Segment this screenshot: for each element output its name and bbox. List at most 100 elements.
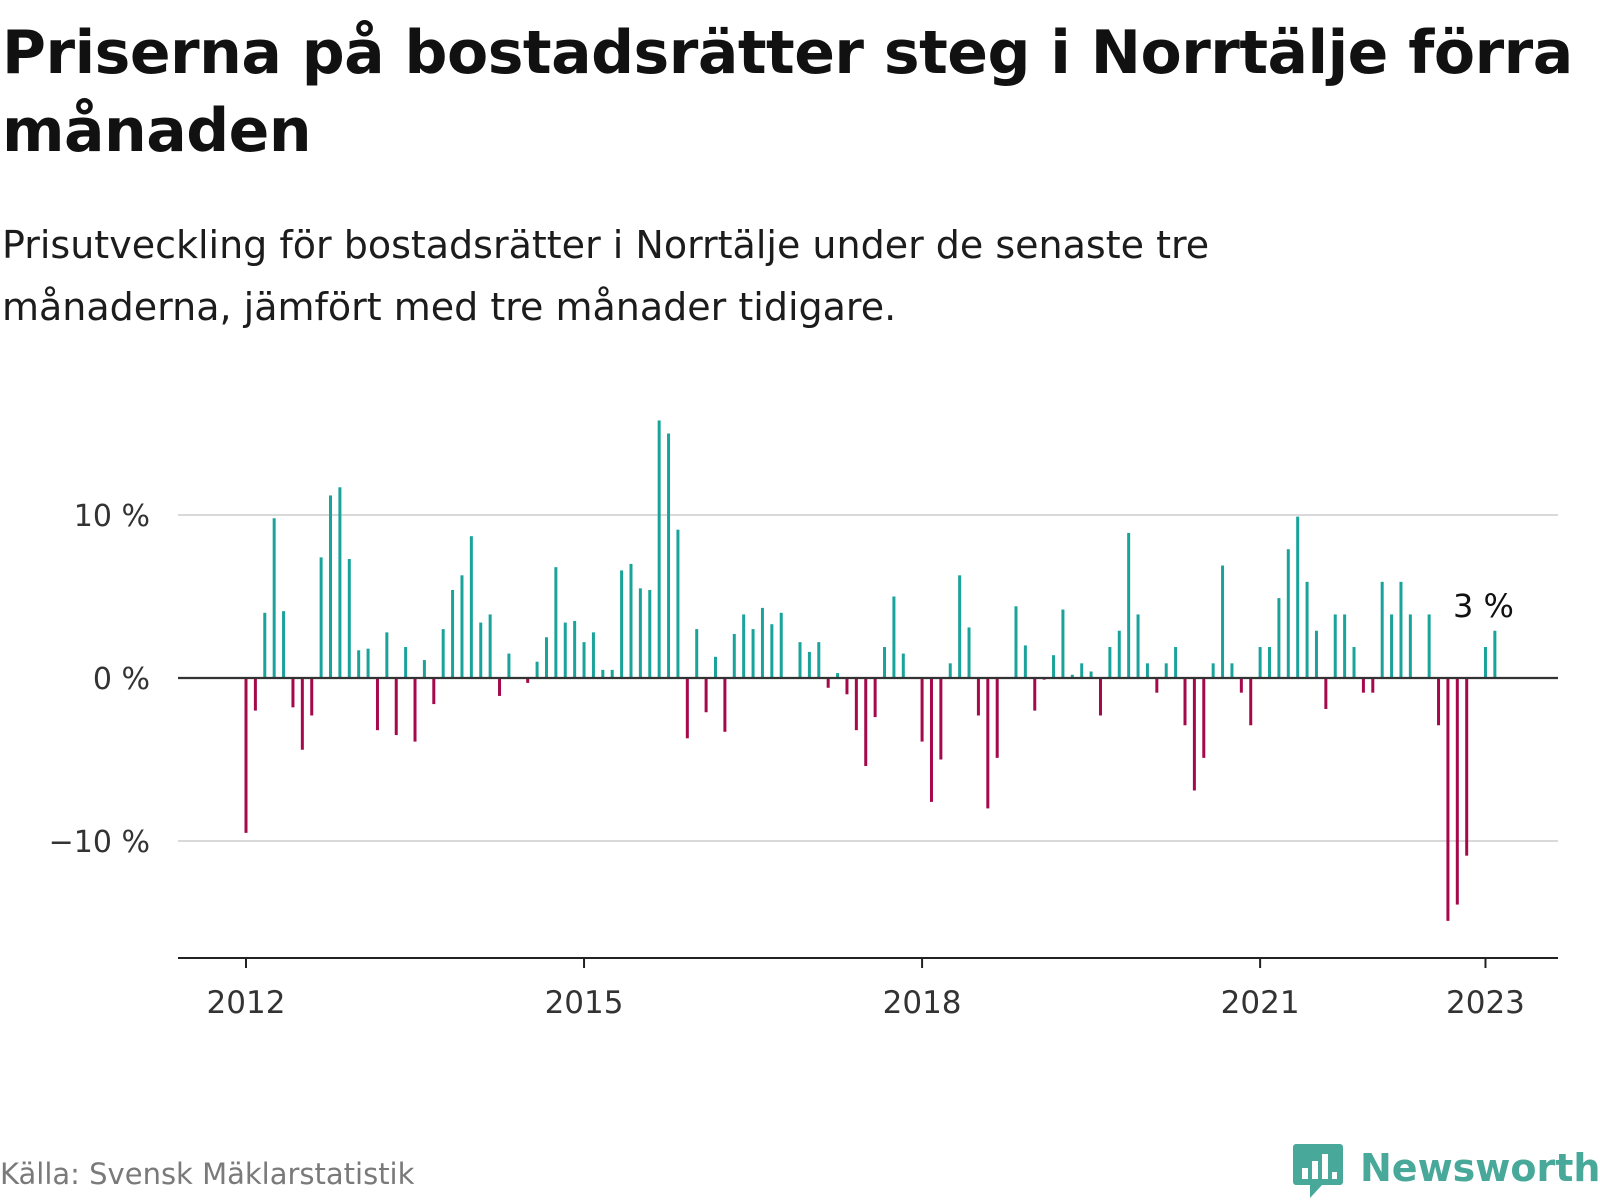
bar — [375, 678, 379, 731]
chart-subtitle: Prisutveckling för bostadsrätter i Norrt… — [2, 223, 1210, 329]
bar — [610, 669, 614, 678]
bar — [732, 633, 736, 678]
bar — [488, 614, 492, 678]
bar — [1127, 532, 1131, 678]
bar — [1098, 678, 1102, 716]
bar — [1427, 614, 1431, 678]
bar — [629, 563, 633, 678]
bar — [704, 678, 708, 713]
bar — [319, 557, 323, 678]
bar — [526, 678, 530, 683]
bar — [1183, 678, 1187, 726]
bar — [779, 612, 783, 678]
bar — [1446, 678, 1450, 921]
bar — [1343, 614, 1347, 678]
bar — [469, 536, 473, 678]
bar — [498, 678, 502, 696]
bar — [272, 518, 276, 678]
bar — [1239, 678, 1243, 693]
bar — [1014, 606, 1018, 678]
bar — [1305, 581, 1309, 678]
gridlines — [178, 514, 1558, 842]
bar — [836, 673, 840, 678]
bar — [1361, 678, 1365, 693]
bar — [1070, 674, 1074, 678]
x-tick-label: 2012 — [207, 985, 286, 1021]
bar — [864, 678, 868, 767]
bar — [291, 678, 295, 708]
bar — [620, 570, 624, 678]
x-tick-label: 2023 — [1446, 985, 1525, 1021]
bar — [1230, 663, 1234, 678]
newsworthy-logo-icon — [1293, 1144, 1343, 1198]
bar — [1437, 678, 1441, 726]
bar — [873, 678, 877, 718]
bar — [1202, 678, 1206, 758]
bar — [394, 678, 398, 736]
bar — [807, 651, 811, 678]
bar — [1408, 614, 1412, 678]
bar — [685, 678, 689, 739]
source-note: Källa: Svensk Mäklarstatistik — [0, 1157, 415, 1191]
bar — [535, 661, 539, 678]
bar — [1174, 647, 1178, 678]
bar-chart: 10 % 0 % −10 % 2012 2015 2018 2021 2023 3 % — [49, 420, 1558, 1021]
bar — [310, 678, 314, 716]
bar — [892, 596, 896, 678]
bar — [760, 607, 764, 678]
value-annotation: 3 % — [1453, 587, 1514, 625]
bar — [1277, 598, 1281, 678]
bar — [1333, 614, 1337, 678]
bar — [751, 629, 755, 678]
bar — [976, 678, 980, 716]
bar — [638, 588, 642, 678]
bar — [958, 575, 962, 678]
bar — [366, 648, 370, 678]
y-axis-labels: 10 % 0 % −10 % — [49, 499, 150, 860]
bar — [798, 642, 802, 678]
bar — [1390, 614, 1394, 678]
bar — [1164, 663, 1168, 678]
bar — [1117, 630, 1121, 678]
bar — [676, 529, 680, 678]
bar — [1296, 516, 1300, 678]
bar — [770, 624, 774, 678]
bar — [582, 642, 586, 678]
bar — [1145, 663, 1149, 678]
bar — [714, 656, 717, 678]
bar — [854, 678, 858, 731]
bar — [742, 614, 746, 678]
bar — [329, 495, 333, 678]
bar — [967, 627, 971, 678]
bar — [1324, 678, 1328, 709]
bar — [253, 678, 257, 711]
bar — [1249, 678, 1253, 726]
bar — [544, 637, 548, 678]
bar — [441, 629, 445, 678]
bar — [244, 678, 248, 833]
brand-name: Newsworthy — [1360, 1146, 1600, 1190]
bar — [1155, 678, 1159, 693]
bar — [1352, 647, 1356, 678]
bar — [1314, 630, 1318, 678]
bar — [507, 653, 511, 678]
bar — [1023, 645, 1027, 678]
bar — [667, 433, 671, 678]
bar — [1286, 549, 1290, 678]
bar — [1192, 678, 1196, 791]
bar — [1493, 630, 1497, 678]
chart-title: Priserna på bostadsrätter steg i Norrtäl… — [2, 18, 1573, 166]
bar — [591, 632, 595, 678]
bar — [1380, 581, 1384, 678]
bar — [338, 487, 342, 678]
bar — [404, 647, 408, 678]
bar — [422, 660, 426, 678]
x-tick-label: 2018 — [883, 985, 962, 1021]
x-tick-label: 2021 — [1221, 985, 1300, 1021]
bar — [883, 647, 887, 678]
x-tick-label: 2015 — [545, 985, 624, 1021]
bar — [451, 589, 455, 678]
bar — [1211, 663, 1215, 678]
bar — [845, 678, 849, 695]
bar — [995, 678, 999, 758]
